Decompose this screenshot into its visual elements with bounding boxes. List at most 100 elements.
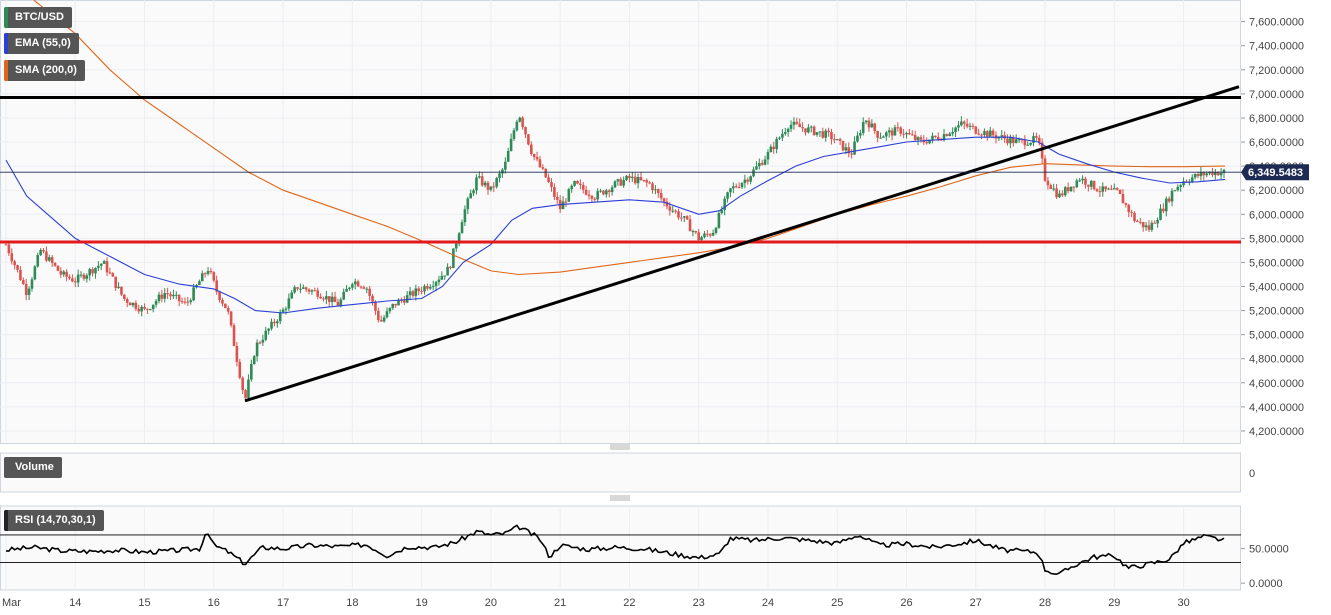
pane-resize-handle[interactable] [610,444,630,450]
candle[interactable] [299,283,302,294]
candle[interactable] [91,267,94,277]
candle[interactable] [685,215,689,220]
candle[interactable] [873,122,877,135]
candle[interactable] [469,189,472,199]
candle[interactable] [238,358,242,380]
candle[interactable] [801,122,804,132]
candle[interactable] [916,136,920,146]
candle[interactable] [781,129,784,142]
candle[interactable] [636,173,640,189]
candle[interactable] [284,306,288,315]
candle[interactable] [570,184,574,193]
candle[interactable] [1164,196,1168,217]
candle[interactable] [307,288,311,295]
candle[interactable] [319,293,322,299]
candle[interactable] [62,269,66,277]
candle[interactable] [567,187,571,202]
candle[interactable] [763,155,767,166]
rsi-legend[interactable]: RSI (14,70,30,1) [4,510,104,531]
candle[interactable] [356,279,360,287]
candle[interactable] [980,133,983,140]
candle[interactable] [501,168,504,178]
candle[interactable] [73,277,77,288]
candle[interactable] [934,135,937,139]
candle[interactable] [798,118,802,128]
candle[interactable] [610,185,614,196]
candle[interactable] [804,128,807,136]
candle[interactable] [388,307,392,314]
candle[interactable] [293,285,296,294]
candle[interactable] [1072,186,1076,193]
candle[interactable] [599,188,602,193]
candle[interactable] [472,188,475,197]
candle[interactable] [703,230,706,239]
candle[interactable] [420,286,423,295]
candle[interactable] [749,175,752,185]
candle[interactable] [1043,154,1047,183]
candle[interactable] [639,172,643,182]
candle[interactable] [174,291,178,300]
candle[interactable] [931,132,934,144]
candle[interactable] [426,283,429,291]
candle[interactable] [812,125,816,136]
candle[interactable] [71,274,74,283]
candle[interactable] [99,263,103,271]
candle[interactable] [1144,221,1148,231]
candle[interactable] [607,189,611,198]
symbol-legend[interactable]: BTC/USD [4,7,72,28]
candle[interactable] [24,278,28,301]
candle[interactable] [677,208,680,220]
candle[interactable] [120,286,123,297]
candle[interactable] [758,158,761,170]
candle[interactable] [1023,135,1027,150]
candle[interactable] [1196,171,1200,179]
candle[interactable] [258,340,262,345]
candle[interactable] [16,264,19,273]
candle[interactable] [541,164,545,171]
candle[interactable] [723,196,726,216]
candle[interactable] [128,301,132,306]
candle[interactable] [859,129,862,139]
candle[interactable] [1222,168,1226,179]
candle[interactable] [1089,180,1093,190]
candle[interactable] [1081,175,1084,184]
candle[interactable] [169,291,172,301]
candle[interactable] [327,296,331,307]
candle[interactable] [708,232,712,238]
candle[interactable] [590,194,594,203]
candle[interactable] [267,327,270,335]
candle[interactable] [1098,186,1102,197]
candle[interactable] [732,182,735,194]
candle[interactable] [905,131,908,139]
candle[interactable] [899,126,903,137]
candle[interactable] [833,133,836,144]
candle[interactable] [94,267,97,279]
candle[interactable] [183,297,187,305]
candle[interactable] [622,176,625,188]
candle[interactable] [206,267,210,276]
candle[interactable] [830,128,833,145]
candle[interactable] [512,127,516,141]
candle[interactable] [1133,211,1136,223]
candle[interactable] [405,291,409,304]
candle[interactable] [951,127,954,137]
candle[interactable] [264,326,268,342]
candle[interactable] [403,295,406,305]
candle[interactable] [1075,178,1079,189]
candle[interactable] [1058,190,1061,198]
candle[interactable] [261,334,265,346]
candle[interactable] [890,127,894,141]
candle[interactable] [316,287,320,300]
candle[interactable] [977,128,980,136]
candle[interactable] [56,265,60,272]
candle[interactable] [651,181,654,194]
candle[interactable] [688,215,692,232]
candle[interactable] [443,275,447,280]
candle[interactable] [654,185,657,195]
candle[interactable] [726,191,729,203]
candle[interactable] [532,153,536,161]
candle[interactable] [717,210,721,229]
candle[interactable] [252,355,256,365]
candle[interactable] [1193,173,1197,180]
candle[interactable] [527,133,530,146]
